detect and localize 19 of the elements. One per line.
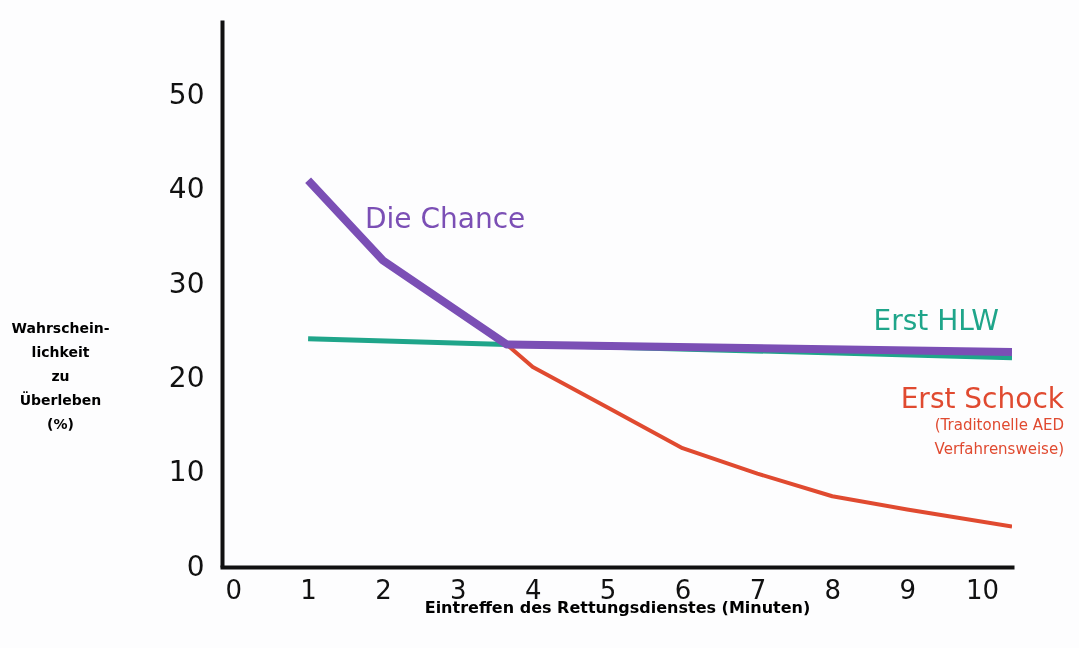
x-tick-label: 8 [824, 574, 842, 605]
x-tick-label: 2 [375, 574, 392, 605]
x-tick-label: 5 [599, 574, 617, 605]
y-tick-label: 30 [168, 266, 205, 300]
y-tick-label: 40 [168, 172, 205, 206]
y-axis-title: Wahrschein-lichkeit zu Überleben (%) [11, 319, 110, 432]
y-tick-label: 0 [186, 549, 205, 583]
x-tick-label: 7 [749, 574, 767, 605]
y-tick-label: 50 [168, 77, 205, 111]
x-tick-label: 0 [225, 574, 243, 605]
x-tick-label: 1 [300, 574, 317, 605]
y-tick-label: 10 [168, 455, 205, 489]
x-tick-label: 9 [899, 574, 916, 605]
series-label: Erst HLW [873, 303, 999, 337]
text: Erst Schock [900, 382, 1065, 416]
y-tick-label: 20 [168, 360, 205, 394]
x-tick-label: 10 [966, 574, 1000, 605]
annotation: (Traditonelle AED Verfahrensweise) [934, 416, 1064, 458]
series-label: Die Chance [365, 202, 526, 236]
